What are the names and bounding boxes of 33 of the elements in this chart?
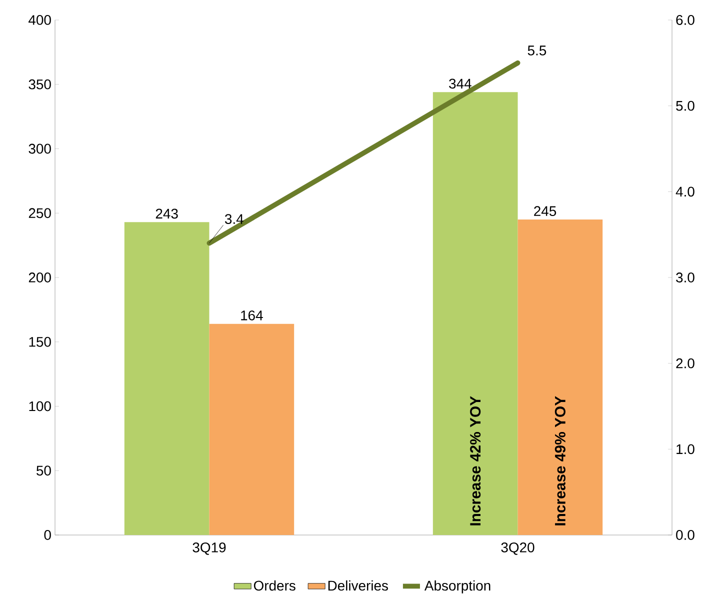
data-label: 164 — [241, 310, 263, 320]
y2-tick-label: 6.0 — [676, 15, 694, 25]
y2-tick-label: 0.0 — [676, 530, 694, 540]
y-tick-label: 300 — [28, 144, 51, 154]
bar — [209, 324, 294, 535]
y-tick-label: 350 — [28, 79, 51, 90]
data-label: 243 — [156, 208, 178, 219]
x-tick-label: 3Q19 — [192, 542, 226, 555]
data-label: 344 — [449, 78, 472, 89]
annotation: Increase 49% YOY — [554, 396, 566, 526]
bar — [432, 92, 518, 535]
bar — [124, 222, 210, 535]
legend-label: Absorption — [424, 580, 490, 594]
y2-tick-label: 1.0 — [676, 444, 694, 454]
y-tick-label: 400 — [28, 15, 51, 25]
y2-tick-label: 5.0 — [676, 100, 694, 111]
y-tick-label: 150 — [29, 336, 51, 347]
x-tick-label: 3Q20 — [501, 542, 534, 555]
y-tick-label: 200 — [28, 272, 51, 282]
annotation: Increase 42% YOY — [470, 396, 481, 526]
y-tick-label: 50 — [36, 466, 51, 476]
y2-tick-label: 4.0 — [676, 186, 694, 197]
data-label: 245 — [534, 206, 556, 216]
data-label: 5.5 — [528, 46, 546, 56]
y-tick-label: 250 — [28, 208, 51, 218]
y2-tick-label: 2.0 — [676, 358, 694, 368]
y2-tick-label: 3.0 — [676, 272, 694, 282]
bar — [518, 220, 603, 535]
y-tick-label: 100 — [29, 401, 51, 412]
legend-label: Orders — [254, 580, 296, 591]
legend-label: Deliveries — [328, 580, 388, 591]
y-tick-label: 0 — [44, 530, 51, 540]
data-label: 3.4 — [224, 214, 244, 224]
